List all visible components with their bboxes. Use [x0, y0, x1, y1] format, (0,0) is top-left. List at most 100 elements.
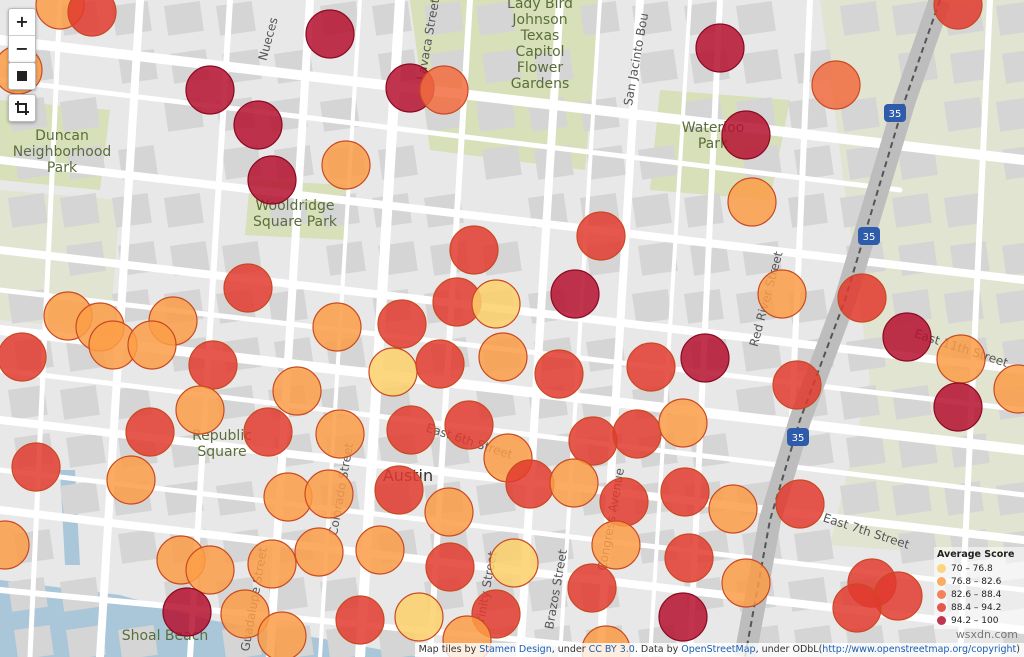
score-marker[interactable] [660, 467, 710, 517]
cc-link[interactable]: CC BY 3.0 [588, 644, 635, 655]
legend-entry: 82.6 – 88.4 [937, 588, 1023, 601]
score-marker[interactable] [993, 364, 1024, 414]
score-marker[interactable] [386, 405, 436, 455]
score-marker[interactable] [272, 366, 322, 416]
score-marker[interactable] [374, 465, 424, 515]
score-marker[interactable] [576, 211, 626, 261]
score-marker[interactable] [247, 155, 297, 205]
score-marker[interactable] [568, 416, 618, 466]
score-marker[interactable] [591, 520, 641, 570]
score-marker[interactable] [449, 225, 499, 275]
legend-swatch [937, 590, 946, 599]
score-marker[interactable] [534, 349, 584, 399]
score-marker[interactable] [335, 595, 385, 645]
score-marker[interactable] [247, 539, 297, 589]
copyright-link[interactable]: http://www.openstreetmap.org/copyright [822, 644, 1017, 655]
watermark: wsxdn.com [955, 628, 1018, 641]
legend-entry: 94.2 – 100 [937, 614, 1023, 627]
score-marker[interactable] [933, 0, 983, 30]
score-marker[interactable] [355, 525, 405, 575]
score-marker[interactable] [223, 263, 273, 313]
score-marker[interactable] [419, 65, 469, 115]
crop-icon [15, 101, 29, 115]
score-marker[interactable] [106, 455, 156, 505]
score-marker[interactable] [612, 409, 662, 459]
score-marker[interactable] [125, 407, 175, 457]
score-marker[interactable] [695, 23, 745, 73]
score-marker[interactable] [315, 409, 365, 459]
score-marker[interactable] [772, 360, 822, 410]
score-marker[interactable] [127, 320, 177, 370]
score-marker[interactable] [304, 469, 354, 519]
score-marker[interactable] [162, 587, 212, 637]
place-label: Lady Bird Johnson Texas Capitol Flower Garden… [507, 0, 573, 92]
score-marker[interactable] [444, 400, 494, 450]
score-marker[interactable] [832, 583, 882, 633]
score-marker[interactable] [680, 333, 730, 383]
osm-link[interactable]: OpenStreetMap [681, 644, 756, 655]
score-marker[interactable] [658, 592, 708, 642]
score-marker[interactable] [505, 459, 555, 509]
score-marker[interactable] [837, 273, 887, 323]
score-marker[interactable] [567, 563, 617, 613]
zoom-in-button[interactable]: + [15, 12, 29, 31]
score-marker[interactable] [811, 60, 861, 110]
score-marker[interactable] [933, 382, 983, 432]
legend-entry: 70 – 76.8 [937, 562, 1023, 575]
score-marker[interactable] [775, 479, 825, 529]
score-marker[interactable] [11, 442, 61, 492]
score-marker[interactable] [233, 100, 283, 150]
score-marker[interactable] [377, 299, 427, 349]
score-marker[interactable] [175, 385, 225, 435]
score-marker[interactable] [394, 592, 444, 642]
score-marker[interactable] [708, 484, 758, 534]
score-marker[interactable] [368, 347, 418, 397]
score-marker[interactable] [757, 269, 807, 319]
score-marker[interactable] [321, 140, 371, 190]
score-marker[interactable] [188, 340, 238, 390]
score-marker[interactable] [67, 0, 117, 37]
score-marker[interactable] [471, 279, 521, 329]
score-marker[interactable] [0, 520, 30, 570]
score-marker[interactable] [489, 538, 539, 588]
crop-button[interactable] [8, 94, 36, 122]
score-marker[interactable] [257, 611, 307, 657]
stop-button[interactable] [8, 62, 36, 90]
attribution: Map tiles by Stamen Design, under CC BY … [414, 643, 1024, 657]
score-marker[interactable] [727, 177, 777, 227]
score-marker[interactable] [658, 398, 708, 448]
legend-swatch [937, 564, 946, 573]
stamen-link[interactable]: Stamen Design [479, 644, 552, 655]
square-icon [17, 71, 27, 81]
svg-text:35: 35 [889, 109, 902, 120]
interstate-shield-icon: 35 [787, 428, 809, 446]
score-marker[interactable] [721, 110, 771, 160]
score-marker[interactable] [415, 339, 465, 389]
zoom-out-button[interactable]: − [9, 35, 35, 62]
score-marker[interactable] [425, 542, 475, 592]
score-marker[interactable] [185, 65, 235, 115]
score-marker[interactable] [0, 332, 47, 382]
score-marker[interactable] [721, 558, 771, 608]
score-marker[interactable] [305, 9, 355, 59]
score-marker[interactable] [478, 332, 528, 382]
score-marker[interactable] [549, 458, 599, 508]
score-marker[interactable] [424, 487, 474, 537]
score-marker[interactable] [294, 527, 344, 577]
score-marker[interactable] [550, 269, 600, 319]
score-marker[interactable] [626, 342, 676, 392]
score-marker[interactable] [873, 571, 923, 621]
zoom-control: + − [8, 8, 36, 63]
score-marker[interactable] [936, 334, 986, 384]
interstate-shield-icon: 35 [858, 227, 880, 245]
score-marker[interactable] [243, 407, 293, 457]
svg-text:35: 35 [863, 232, 876, 243]
score-marker[interactable] [599, 477, 649, 527]
score-marker[interactable] [882, 312, 932, 362]
score-marker[interactable] [220, 589, 270, 639]
score-marker[interactable] [312, 302, 362, 352]
score-marker[interactable] [664, 533, 714, 583]
score-marker[interactable] [185, 545, 235, 595]
